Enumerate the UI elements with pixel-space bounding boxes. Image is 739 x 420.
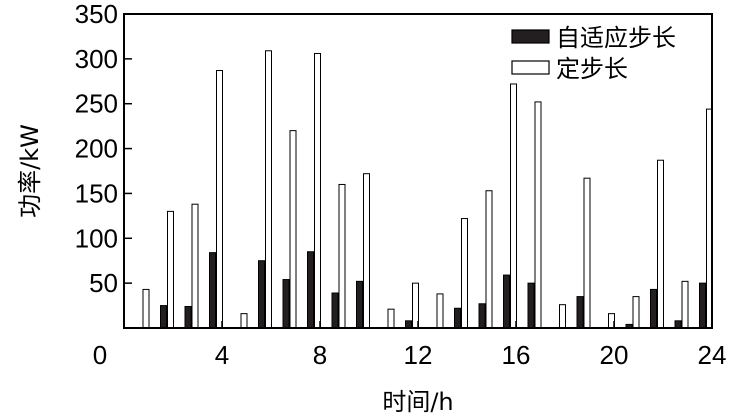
bar-fixed-22: [657, 159, 664, 329]
bar-adaptive-3: [184, 305, 192, 329]
bar-fixed-16: [510, 83, 517, 329]
bar-fixed-14: [461, 218, 468, 329]
bar-fixed-18: [559, 304, 566, 329]
legend-swatch-adaptive: [511, 29, 550, 44]
bar-fixed-1: [142, 288, 150, 329]
bar-fixed-4: [216, 70, 223, 329]
bar-adaptive-19: [576, 296, 584, 329]
bar-adaptive-12: [405, 320, 412, 329]
legend-label-fixed: 定步长: [556, 55, 628, 83]
bar-fixed-15: [485, 190, 493, 329]
bar-adaptive-6: [258, 260, 265, 329]
bar-adaptive-15: [478, 303, 486, 329]
bar-fixed-8: [314, 52, 321, 329]
x-tick-label-12: 12: [404, 340, 433, 370]
axis-ticks: 50 100 150 200 250 300 350 0 4 8 12 16 20 24: [75, 0, 727, 370]
legend: 自适应步长 定步长: [511, 24, 676, 83]
bar-fixed-19: [583, 177, 591, 329]
y-tick-label-150: 150: [75, 178, 118, 208]
bar-fixed-17: [534, 101, 542, 329]
y-tick-label-250: 250: [75, 89, 118, 119]
y-tick-label-50: 50: [89, 268, 118, 298]
x-tick-label-16: 16: [502, 340, 531, 370]
bar-fixed-13: [436, 293, 444, 329]
x-axis-title: 时间/h: [382, 388, 453, 416]
bar-adaptive-23: [674, 320, 682, 329]
bar-adaptive-24: [699, 282, 706, 329]
bar-adaptive-8: [307, 251, 314, 329]
bar-fixed-23: [681, 280, 689, 329]
x-tick-label-4: 4: [215, 340, 229, 370]
x-tick-label-8: 8: [313, 340, 327, 370]
x-tick-label-0: 0: [93, 340, 107, 370]
bar-fixed-7: [289, 130, 297, 329]
bar-fixed-10: [363, 173, 370, 329]
y-tick-label-350: 350: [75, 0, 118, 29]
bar-adaptive-17: [527, 282, 535, 329]
bar-adaptive-2: [160, 305, 167, 329]
legend-swatch-fixed: [511, 60, 550, 75]
bars-group: [142, 50, 713, 329]
bar-fixed-5: [240, 313, 248, 329]
legend-label-adaptive: 自适应步长: [556, 24, 676, 52]
bar-fixed-21: [632, 296, 640, 329]
bar-fixed-3: [191, 203, 199, 329]
bar-fixed-2: [167, 210, 174, 329]
bar-adaptive-16: [503, 274, 510, 329]
bar-adaptive-10: [356, 280, 363, 329]
bar-fixed-11: [387, 308, 395, 329]
y-tick-label-100: 100: [75, 223, 118, 253]
bar-fixed-9: [338, 183, 346, 329]
bar-adaptive-9: [331, 292, 339, 329]
x-tick-label-24: 24: [698, 340, 727, 370]
y-tick-label-300: 300: [75, 44, 118, 74]
bar-adaptive-7: [282, 279, 290, 329]
bar-adaptive-14: [454, 307, 461, 329]
x-tick-label-20: 20: [600, 340, 629, 370]
y-axis-title: 功率/kW: [16, 124, 44, 218]
y-tick-label-200: 200: [75, 134, 118, 164]
bar-adaptive-4: [209, 252, 216, 329]
bar-adaptive-22: [650, 288, 657, 329]
bar-fixed-6: [265, 50, 272, 329]
